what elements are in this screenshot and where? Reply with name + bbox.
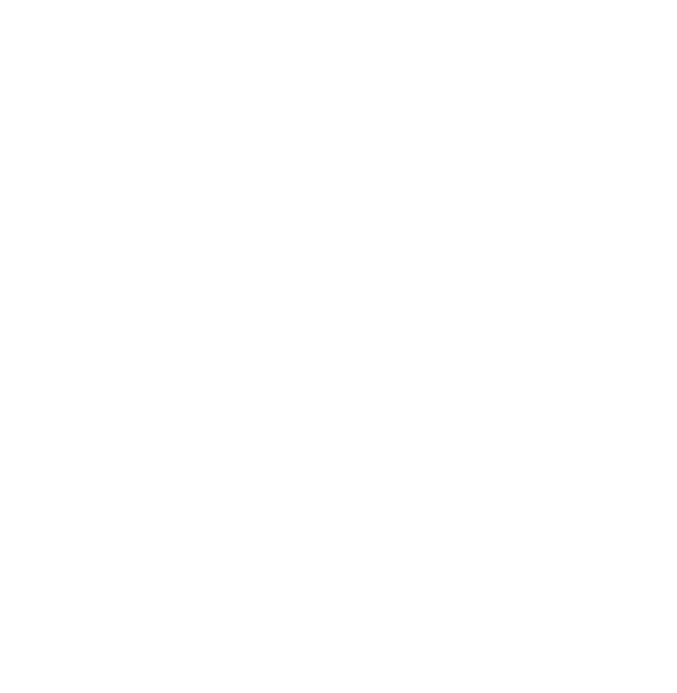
Text: process, the temperature changed from: process, the temperature changed from — [18, 474, 661, 502]
Text: 40 ft3 of air at 14.7 psia is compressed: 40 ft3 of air at 14.7 psia is compressed — [18, 40, 647, 68]
Text: isentropically at 30°C. If the volume is: isentropically at 30°C. If the volume is — [18, 92, 634, 120]
Text: 1.359 liters, find the final volume in cubic: 1.359 liters, find the final volume in c… — [18, 578, 677, 606]
Text: meter?: meter? — [18, 630, 131, 658]
Text: process with pv 129 C. During the: process with pv 129 C. During the — [18, 422, 559, 450]
Text: reduced to 3 ft3,what is the final pressure: reduced to 3 ft3,what is the final press… — [18, 144, 677, 172]
Text: Use k = 1.4 for air.: Use k = 1.4 for air. — [18, 300, 315, 328]
Text: 33 °C to 270 °C. It the initial volume is: 33 °C to 270 °C. It the initial volume i… — [18, 526, 634, 554]
Text: in psia?: in psia? — [18, 196, 141, 224]
Text: 16 kgm of a gas undergoes a polytropic: 16 kgm of a gas undergoes a polytropic — [18, 370, 657, 398]
